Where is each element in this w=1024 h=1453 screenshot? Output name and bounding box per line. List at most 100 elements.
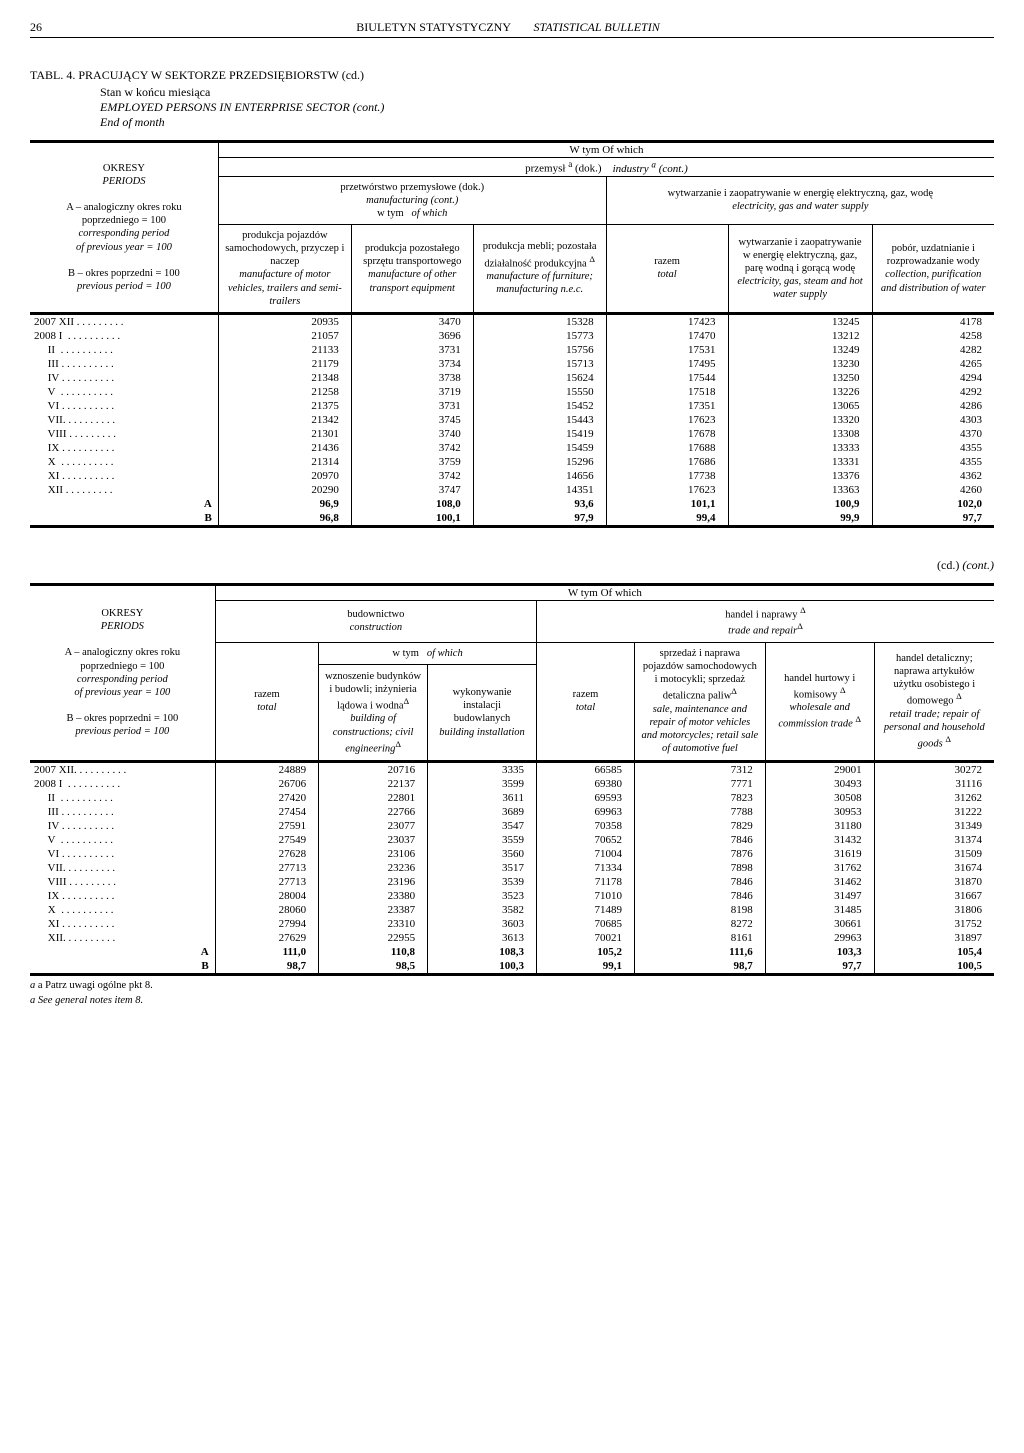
data-cell: 15328 [473, 313, 606, 329]
data-cell: 31762 [765, 861, 874, 875]
data-cell: 3611 [428, 791, 537, 805]
data-cell: 13245 [728, 313, 872, 329]
data-cell: 70358 [536, 819, 634, 833]
period-cell: 2008 I . . . . . . . . . . [30, 329, 218, 343]
data-cell: 98,7 [635, 959, 766, 975]
data-cell: 3738 [351, 371, 473, 385]
data-cell: 30493 [765, 777, 874, 791]
period-cell: IV . . . . . . . . . . [30, 819, 215, 833]
data-cell: 27628 [215, 847, 318, 861]
t1-c3: produkcja mebli; pozostała działalność p… [473, 225, 606, 314]
data-cell: 7788 [635, 805, 766, 819]
table-row: VIII . . . . . . . . .277132319635397117… [30, 875, 994, 889]
data-cell: 30953 [765, 805, 874, 819]
footnote-a-en: a See general notes item 8. [30, 995, 994, 1006]
data-cell: 17738 [606, 469, 728, 483]
data-cell: 3613 [428, 931, 537, 945]
data-cell: 31462 [765, 875, 874, 889]
t2-h-trade: handel i naprawy Δtrade and repairΔ [536, 600, 994, 642]
table-row: V . . . . . . . . . .2754923037355970652… [30, 833, 994, 847]
table-row: VII. . . . . . . . . .277132323635177133… [30, 861, 994, 875]
data-cell: 31485 [765, 903, 874, 917]
data-cell: 96,9 [218, 497, 351, 511]
data-cell: 3689 [428, 805, 537, 819]
page-number: 26 [30, 20, 42, 35]
data-cell: 70652 [536, 833, 634, 847]
data-cell: 21375 [218, 399, 351, 413]
data-cell: 7876 [635, 847, 766, 861]
data-cell: 70685 [536, 917, 634, 931]
period-cell: VIII . . . . . . . . . [30, 875, 215, 889]
period-cell: X . . . . . . . . . . [30, 455, 218, 469]
data-cell: 13249 [728, 343, 872, 357]
data-cell: 3470 [351, 313, 473, 329]
page-header: 26 BIULETYN STATYSTYCZNY STATISTICAL BUL… [30, 20, 994, 38]
data-cell: 69380 [536, 777, 634, 791]
data-cell: 110,8 [319, 945, 428, 959]
data-cell: 15773 [473, 329, 606, 343]
data-cell: 22955 [319, 931, 428, 945]
t2-c4: handel hurtowy i komisowy Δwholesale and… [765, 643, 874, 762]
data-cell: 4258 [872, 329, 994, 343]
period-cell: 2007 XII . . . . . . . . . [30, 313, 218, 329]
data-cell: 30272 [874, 761, 994, 777]
period-cell: VI . . . . . . . . . . [30, 847, 215, 861]
table-row: VI . . . . . . . . . .276282310635607100… [30, 847, 994, 861]
table-row: 2008 I . . . . . . . . . .26706221373599… [30, 777, 994, 791]
table-row: IX . . . . . . . . . .214363742154591768… [30, 441, 994, 455]
data-cell: 15624 [473, 371, 606, 385]
data-cell: 7898 [635, 861, 766, 875]
data-cell: 4355 [872, 455, 994, 469]
data-cell: 14351 [473, 483, 606, 497]
data-cell: 101,1 [606, 497, 728, 511]
period-cell: XII. . . . . . . . . . [30, 931, 215, 945]
data-cell: 71334 [536, 861, 634, 875]
table-row: IX . . . . . . . . . .280042338035237101… [30, 889, 994, 903]
data-cell: 30508 [765, 791, 874, 805]
table-row: X . . . . . . . . . .2131437591529617686… [30, 455, 994, 469]
data-cell: 31509 [874, 847, 994, 861]
table-row: XII. . . . . . . . . .276292295536137002… [30, 931, 994, 945]
period-cell: IV . . . . . . . . . . [30, 371, 218, 385]
data-cell: 21133 [218, 343, 351, 357]
header-title-en: STATISTICAL BULLETIN [534, 20, 660, 34]
data-cell: 3742 [351, 469, 473, 483]
data-cell: 29001 [765, 761, 874, 777]
t1-h-wytw: wytwarzanie i zaopatrywanie w energię el… [606, 176, 994, 224]
data-cell: 28060 [215, 903, 318, 917]
t1-c4: razemtotal [606, 225, 728, 314]
data-cell: 27549 [215, 833, 318, 847]
data-cell: 15452 [473, 399, 606, 413]
data-cell: 31806 [874, 903, 994, 917]
data-cell: 13212 [728, 329, 872, 343]
data-cell: 3560 [428, 847, 537, 861]
data-cell: 108,3 [428, 945, 537, 959]
data-cell: 13333 [728, 441, 872, 455]
data-cell: 3523 [428, 889, 537, 903]
data-cell: 97,9 [473, 511, 606, 527]
data-cell: 17623 [606, 483, 728, 497]
data-cell: 21258 [218, 385, 351, 399]
data-cell: 31870 [874, 875, 994, 889]
period-cell: X . . . . . . . . . . [30, 903, 215, 917]
t2-c2: wykonywanie instalacji budowlanychbuildi… [428, 665, 537, 761]
data-cell: 7846 [635, 875, 766, 889]
data-cell: 24889 [215, 761, 318, 777]
table-row: XII . . . . . . . . .2029037471435117623… [30, 483, 994, 497]
table1-sub2: EMPLOYED PERSONS IN ENTERPRISE SECTOR (c… [100, 100, 384, 114]
data-cell: 4355 [872, 441, 994, 455]
data-cell: 22137 [319, 777, 428, 791]
data-cell: 111,0 [215, 945, 318, 959]
data-cell: 20935 [218, 313, 351, 329]
data-cell: 96,8 [218, 511, 351, 527]
data-cell: 98,7 [215, 959, 318, 975]
data-cell: 3517 [428, 861, 537, 875]
data-cell: 17688 [606, 441, 728, 455]
data-cell: 71004 [536, 847, 634, 861]
data-cell: 13226 [728, 385, 872, 399]
data-cell: 100,9 [728, 497, 872, 511]
table-row: II . . . . . . . . . .274202280136116959… [30, 791, 994, 805]
data-cell: 3734 [351, 357, 473, 371]
table-row: II . . . . . . . . . .211333731157561753… [30, 343, 994, 357]
header-center: BIULETYN STATYSTYCZNY STATISTICAL BULLET… [42, 20, 974, 35]
